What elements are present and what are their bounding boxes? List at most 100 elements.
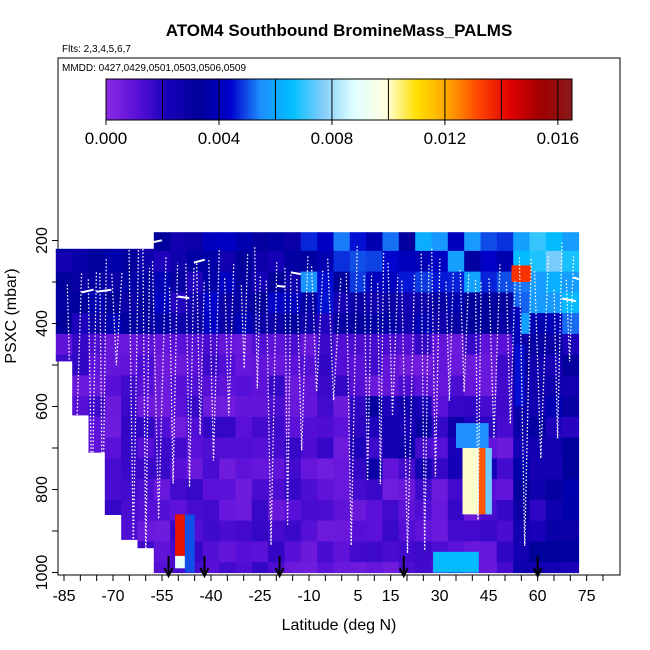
- heatmap-cell: [235, 354, 253, 376]
- colorbar-tick-label: 0.008: [311, 129, 354, 148]
- heatmap-cell: [333, 562, 351, 574]
- heatmap-cell: [349, 520, 367, 542]
- heatmap-cell: [398, 499, 416, 522]
- y-tick-label: 200: [34, 227, 51, 254]
- heatmap-cell: [415, 541, 433, 563]
- heatmap-cell: [186, 437, 204, 459]
- heatmap-cell: [333, 541, 351, 563]
- heatmap-cell: [72, 292, 90, 314]
- heatmap-cell: [333, 292, 351, 314]
- heatmap-cell: [219, 354, 237, 376]
- flight-profile: [488, 264, 501, 439]
- flight-arrow-head: [199, 567, 210, 579]
- heatmap-cell: [317, 375, 335, 397]
- flight-arrow-head: [274, 567, 285, 579]
- heatmap-cell: [317, 416, 335, 439]
- flight-profile: [518, 257, 532, 546]
- flight-level-leg: [96, 288, 112, 293]
- heatmap-cell: [251, 250, 269, 273]
- heatmap-cell: [153, 333, 171, 356]
- heatmap-cell: [464, 292, 482, 314]
- heatmap-cell: [496, 562, 514, 574]
- heatmap-cell: [529, 250, 547, 273]
- heatmap-cell: [529, 416, 547, 439]
- heatmap-cell: [513, 437, 531, 459]
- heatmap-cell: [545, 437, 563, 459]
- heatmap-cell: [219, 313, 237, 335]
- heatmap-cell: [55, 292, 73, 314]
- heatmap-cell: [202, 271, 220, 293]
- heatmap-cell: [284, 250, 302, 273]
- heatmap-cell: [464, 313, 482, 335]
- heatmap-cell: [529, 520, 547, 542]
- heatmap-cell: [431, 333, 449, 356]
- heatmap-cell: [300, 375, 318, 397]
- heatmap-cell: [137, 271, 155, 293]
- heatmap-cell: [235, 313, 253, 335]
- heatmap-cell: [268, 333, 286, 356]
- heatmap-cell: [398, 313, 416, 335]
- heatmap-cell: [268, 354, 286, 376]
- y-tick-label: 600: [34, 393, 51, 420]
- heatmap-cell: [170, 292, 188, 314]
- heatmap-cell: [219, 232, 237, 252]
- heatmap-cell: [104, 375, 122, 397]
- heatmap-cell: [382, 396, 400, 418]
- heatmap-cell: [104, 250, 122, 273]
- heatmap-cell: [317, 232, 335, 252]
- heatmap-cell: [333, 458, 351, 480]
- heatmap-cell: [284, 232, 302, 252]
- heatmap-cell: [235, 232, 253, 252]
- heatmap-cell: [186, 271, 204, 293]
- heatmap-cell: [170, 271, 188, 293]
- heatmap-cell: [268, 250, 286, 273]
- heatmap-cell: [153, 479, 171, 501]
- heatmap-hotspot: [175, 514, 185, 556]
- heatmap-cell: [529, 271, 547, 293]
- heatmap-cell: [251, 499, 269, 522]
- heatmap-cell: [349, 541, 367, 563]
- heatmap-cell: [219, 416, 237, 439]
- heatmap-cell: [415, 437, 433, 459]
- heatmap-cell: [496, 499, 514, 522]
- heatmap-cell: [235, 416, 253, 439]
- colorbar: [105, 78, 573, 121]
- colorbar-gradient: [105, 78, 573, 121]
- flight-arrow-head: [398, 567, 409, 579]
- heatmap-cell: [366, 232, 384, 252]
- heatmap-cell: [415, 479, 433, 501]
- heatmap-cell: [153, 292, 171, 314]
- heatmap-cell: [284, 271, 302, 293]
- heatmap-cell: [235, 375, 253, 397]
- heatmap-cell: [382, 250, 400, 273]
- heatmap-cell: [268, 437, 286, 459]
- heatmap-cell: [513, 416, 531, 439]
- heatmap-cell: [268, 416, 286, 439]
- heatmap-cell: [529, 354, 547, 376]
- heatmap-cell: [153, 458, 171, 480]
- heatmap-cell: [366, 333, 384, 356]
- heatmap-cell: [464, 520, 482, 542]
- heatmap-cell: [562, 479, 580, 501]
- heatmap-cell: [202, 396, 220, 418]
- heatmap-cell: [284, 479, 302, 501]
- heatmap-cell: [55, 354, 73, 362]
- x-axis-label: Latitude (deg N): [282, 617, 397, 634]
- heatmap-cell: [121, 375, 139, 397]
- heatmap-cell: [104, 437, 122, 459]
- heatmap-cell: [284, 375, 302, 397]
- heatmap-cell: [235, 333, 253, 356]
- heatmap-cell: [349, 499, 367, 522]
- heatmap-cell: [333, 479, 351, 501]
- flight-profile: [224, 262, 235, 416]
- heatmap-cell: [251, 437, 269, 459]
- heatmap-cell: [55, 271, 73, 293]
- heatmap-cell: [415, 520, 433, 542]
- heatmap-cell: [447, 292, 465, 314]
- heatmap-cell: [366, 313, 384, 335]
- heatmap-cell: [398, 354, 416, 376]
- heatmap: [55, 232, 580, 574]
- heatmap-cell: [121, 479, 139, 501]
- heatmap-cell: [202, 499, 220, 522]
- heatmap-cell: [170, 479, 188, 501]
